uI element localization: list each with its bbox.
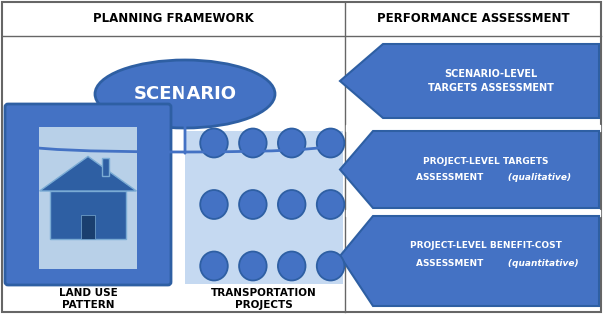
Polygon shape: [40, 156, 136, 191]
Ellipse shape: [317, 252, 344, 280]
Text: PLANNING FRAMEWORK: PLANNING FRAMEWORK: [93, 12, 254, 24]
Ellipse shape: [278, 190, 306, 219]
Ellipse shape: [317, 190, 344, 219]
Ellipse shape: [278, 128, 306, 158]
Text: SCENARIO-LEVEL
TARGETS ASSESSMENT: SCENARIO-LEVEL TARGETS ASSESSMENT: [428, 69, 554, 93]
Ellipse shape: [200, 252, 228, 280]
Polygon shape: [340, 44, 599, 118]
Polygon shape: [340, 131, 599, 208]
Text: PERFORMANCE ASSESSMENT: PERFORMANCE ASSESSMENT: [377, 12, 569, 24]
Text: ASSESSMENT: ASSESSMENT: [415, 173, 486, 182]
Text: TRANSPORTATION
PROJECTS: TRANSPORTATION PROJECTS: [211, 288, 317, 311]
Text: PROJECT-LEVEL BENEFIT-COST: PROJECT-LEVEL BENEFIT-COST: [410, 241, 562, 251]
Text: SCENARIO: SCENARIO: [133, 85, 236, 103]
Text: (quantitative): (quantitative): [486, 259, 579, 268]
Ellipse shape: [95, 60, 275, 128]
Bar: [102, 158, 109, 176]
Ellipse shape: [239, 128, 267, 158]
FancyBboxPatch shape: [5, 104, 171, 285]
Bar: [81, 215, 95, 239]
Text: LAND USE
PATTERN: LAND USE PATTERN: [58, 288, 118, 311]
Ellipse shape: [239, 252, 267, 280]
Ellipse shape: [200, 190, 228, 219]
Ellipse shape: [200, 128, 228, 158]
Ellipse shape: [317, 128, 344, 158]
Bar: [185, 131, 343, 284]
Bar: [49, 191, 127, 239]
Polygon shape: [340, 216, 599, 306]
Text: (qualitative): (qualitative): [486, 173, 571, 182]
Text: PROJECT-LEVEL TARGETS: PROJECT-LEVEL TARGETS: [423, 157, 549, 166]
Ellipse shape: [239, 190, 267, 219]
Text: ASSESSMENT: ASSESSMENT: [415, 259, 486, 268]
Ellipse shape: [278, 252, 306, 280]
FancyBboxPatch shape: [39, 127, 137, 269]
